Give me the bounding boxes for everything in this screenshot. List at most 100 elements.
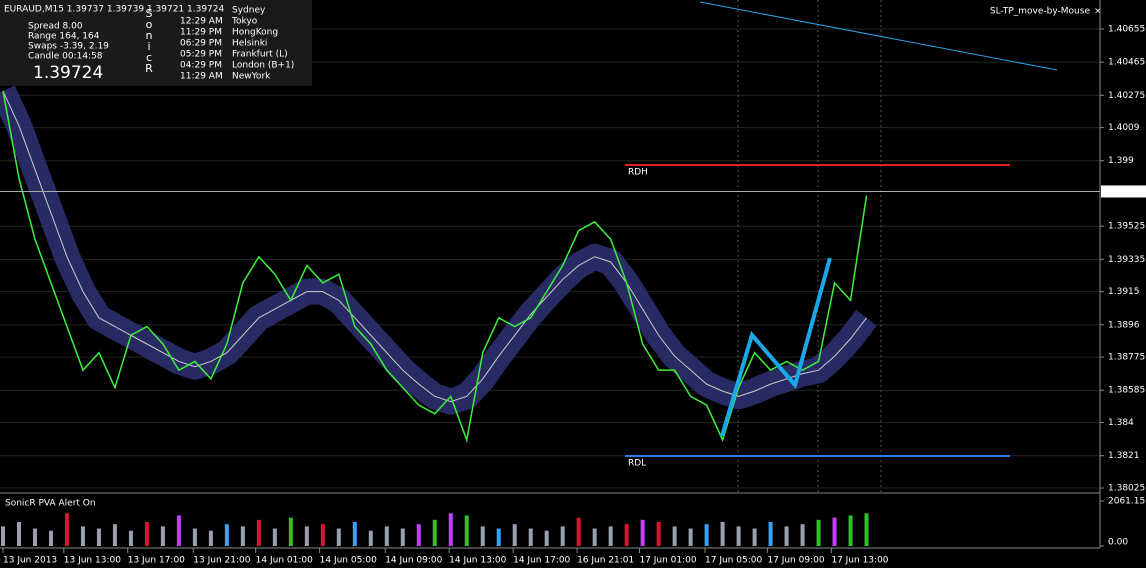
- session-city: London (B+1): [232, 61, 294, 71]
- x-tick-label: 14 Jun 01:00: [256, 556, 313, 566]
- indicator-title: SonicR PVA Alert On: [5, 499, 96, 509]
- x-tick-label: 14 Jun 09:00: [385, 556, 442, 566]
- volume-bar: [816, 519, 821, 546]
- volume-bar: [864, 513, 869, 546]
- volume-bar: [128, 530, 133, 546]
- volume-bar: [656, 522, 661, 546]
- volume-bar: [704, 524, 709, 546]
- volume-bar: [400, 528, 405, 546]
- session-city: NewYork: [232, 72, 271, 82]
- volume-bar: [752, 528, 757, 546]
- volume-bar: [736, 526, 741, 546]
- info-row: Range 164, 164: [28, 32, 100, 42]
- price-line: [2, 90, 868, 443]
- x-tick-label: 17 Jun 01:00: [639, 556, 696, 566]
- session-city: Tokyo: [231, 17, 258, 27]
- volume-bar: [800, 524, 805, 546]
- trend-line: [699, 1, 1058, 71]
- x-tick-label: 14 Jun 17:00: [513, 556, 570, 566]
- y-tick-label: 1.39525: [1108, 222, 1145, 232]
- big-price: 1.39724: [33, 63, 103, 83]
- volume-bar: [32, 528, 37, 546]
- tool-label: SL-TP_move-by-Mouse: [990, 7, 1091, 17]
- volume-bar: [432, 519, 437, 546]
- x-tick-label: 13 Jun 17:00: [128, 556, 185, 566]
- session-city: Sydney: [232, 6, 266, 16]
- volume-bar: [512, 524, 517, 546]
- volume-bar: [256, 519, 261, 546]
- y-tick-label: 1.40275: [1108, 91, 1145, 101]
- volume-bar: [528, 528, 533, 546]
- symbol-header: EURAUD,M15 1.39737 1.39739 1.39721 1.397…: [4, 5, 225, 15]
- volume-bar: [608, 526, 613, 546]
- volume-bar: [784, 526, 789, 546]
- y-tick-label: 1.38585: [1108, 386, 1145, 396]
- volume-bar: [496, 528, 501, 546]
- info-row: Swaps -3.39, 2.19: [28, 42, 109, 52]
- sonic-letter: R: [145, 62, 153, 75]
- sonic-letter: c: [146, 51, 152, 64]
- volume-bar: [240, 526, 245, 546]
- volume-bar: [48, 530, 53, 546]
- volume-bar: [96, 528, 101, 546]
- vol-tick-label: 2061.15: [1108, 497, 1145, 507]
- volume-bar: [368, 530, 373, 546]
- volume-bar: [848, 515, 853, 546]
- session-time: 06:29 PM: [180, 39, 222, 49]
- volume-bar: [16, 522, 21, 546]
- y-tick-label: 1.40655: [1108, 24, 1145, 34]
- y-tick-label: 1.384: [1108, 418, 1134, 428]
- y-tick-label: 1.4009: [1108, 123, 1140, 133]
- x-tick-label: 14 Jun 13:00: [449, 556, 506, 566]
- volume-bar: [352, 522, 357, 546]
- close-icon[interactable]: ×: [1094, 7, 1102, 17]
- y-tick-label: 1.3896: [1108, 320, 1140, 330]
- current-price-label: 1.39724: [1106, 187, 1143, 197]
- volume-bar: [80, 526, 85, 546]
- volume-bar: [832, 517, 837, 546]
- session-city: HongKong: [232, 28, 278, 38]
- volume-bar: [160, 526, 165, 546]
- volume-bar: [576, 517, 581, 546]
- volume-bar: [640, 519, 645, 546]
- volume-bar: [416, 524, 421, 546]
- volume-bar: [624, 524, 629, 546]
- session-city: Frankfurt (L): [232, 50, 288, 60]
- x-tick-label: 14 Jun 05:00: [320, 556, 377, 566]
- volume-bar: [192, 528, 197, 546]
- volume-bar: [560, 526, 565, 546]
- volume-bar: [288, 517, 293, 546]
- volume-bar: [208, 530, 213, 546]
- y-tick-label: 1.39335: [1108, 255, 1145, 265]
- volume-bar: [592, 528, 597, 546]
- session-time: 05:29 PM: [180, 50, 222, 60]
- sonic-letter: i: [147, 40, 150, 53]
- x-tick-label: 17 Jun 09:00: [767, 556, 824, 566]
- y-tick-label: 1.399: [1108, 156, 1134, 166]
- x-tick-label: 13 Jun 21:00: [193, 556, 250, 566]
- volume-bar: [64, 513, 69, 546]
- info-panel: [0, 0, 312, 86]
- volume-bar: [304, 526, 309, 546]
- volume-bar: [272, 528, 277, 546]
- session-time: 11:29 AM: [180, 72, 223, 82]
- session-time: 11:29 PM: [180, 28, 222, 38]
- volume-bar: [544, 530, 549, 546]
- rdl-label: RDL: [628, 459, 646, 469]
- y-tick-label: 1.38775: [1108, 353, 1145, 363]
- dragon-mid: [2, 90, 867, 403]
- volume-bar: [448, 513, 453, 546]
- volume-bar: [720, 522, 725, 546]
- volume-bar: [176, 515, 181, 546]
- volume-bar: [336, 528, 341, 546]
- info-row: Candle 00:14:58: [28, 52, 103, 62]
- y-tick-label: 1.40465: [1108, 58, 1145, 68]
- x-tick-label: 16 Jun 21:01: [577, 556, 634, 566]
- volume-bar: [144, 522, 149, 546]
- volume-bar: [112, 524, 117, 546]
- sonic-letter: o: [146, 18, 153, 31]
- volume-bar: [672, 526, 677, 546]
- volume-bar: [768, 522, 773, 546]
